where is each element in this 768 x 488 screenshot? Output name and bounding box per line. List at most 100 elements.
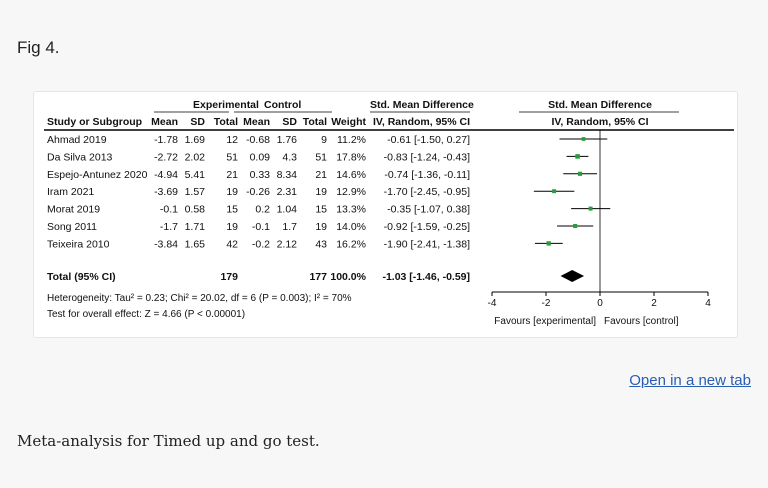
ctrl-sd: 1.7	[282, 221, 297, 233]
exp-total: 15	[226, 204, 238, 216]
study-name: Teixeira 2010	[47, 238, 110, 250]
study-name: Espejo-Antunez 2020	[47, 169, 148, 181]
ctrl-total: 21	[315, 169, 327, 181]
ctrl-total: 51	[315, 151, 327, 163]
control-group-header: Control	[264, 99, 301, 111]
forest-plot-figure: Experimental Control Std. Mean Differenc…	[33, 91, 738, 338]
exp-total: 12	[226, 134, 238, 146]
exp-sd: 5.41	[185, 169, 206, 181]
study-name: Song 2011	[47, 221, 97, 233]
study-name: Ahmad 2019	[47, 134, 107, 146]
point-estimate-marker	[575, 154, 580, 159]
open-in-new-tab-link[interactable]: Open in a new tab	[629, 372, 751, 389]
ci-column-header: IV, Random, 95% CI	[373, 116, 470, 128]
ctrl-total: 43	[315, 238, 327, 250]
x-tick-label: 0	[597, 298, 603, 309]
ctrl-sd-header: SD	[282, 116, 297, 128]
exp-mean: -1.78	[154, 134, 178, 146]
ctrl-mean: 0.09	[250, 151, 271, 163]
exp-mean: -3.69	[154, 186, 178, 198]
exp-sd: 0.58	[185, 204, 206, 216]
weight: 14.6%	[336, 169, 366, 181]
exp-total: 21	[226, 169, 238, 181]
exp-sd: 1.71	[185, 221, 206, 233]
total-exp-total: 179	[220, 271, 238, 283]
ctrl-total-header: Total	[303, 116, 327, 128]
weight: 17.8%	[336, 151, 366, 163]
ci-text: -1.70 [-2.45, -0.95]	[384, 186, 470, 198]
point-estimate-marker	[588, 206, 593, 211]
table-row: Teixeira 2010 -3.84 1.65 42 -0.2 2.12 43 16.2% -…	[47, 238, 470, 250]
ctrl-sd: 8.34	[277, 169, 298, 181]
study-name: Morat 2019	[47, 204, 100, 216]
favours-control-label: Favours [control]	[604, 316, 679, 327]
exp-total: 51	[226, 151, 238, 163]
x-tick-label: 2	[651, 298, 657, 309]
study-name: Iram 2021	[47, 186, 94, 198]
exp-total: 19	[226, 186, 238, 198]
overall-effect-text: Test for overall effect: Z = 4.66 (P < 0…	[47, 309, 245, 320]
exp-mean: -2.72	[154, 151, 178, 163]
ctrl-mean: 0.2	[255, 204, 270, 216]
point-estimate-marker	[581, 137, 586, 141]
table-row: Morat 2019 -0.1 0.58 15 0.2 1.04 15 13.3% -0.35 …	[47, 204, 470, 216]
total-row: Total (95% CI) 179 177 100.0% -1.03 [-1.…	[47, 271, 470, 283]
ci-text: -0.61 [-1.50, 0.27]	[387, 134, 470, 146]
exp-mean: -0.1	[160, 204, 178, 216]
ctrl-sd: 1.76	[277, 134, 298, 146]
forest-plot-svg: Experimental Control Std. Mean Differenc…	[44, 99, 734, 327]
ctrl-mean: -0.26	[246, 186, 270, 198]
ci-text: -0.35 [-1.07, 0.38]	[387, 204, 470, 216]
ctrl-sd: 1.04	[277, 204, 298, 216]
exp-total: 19	[226, 221, 238, 233]
exp-mean-header: Mean	[151, 116, 178, 128]
weight: 12.9%	[336, 186, 366, 198]
weight: 13.3%	[336, 204, 366, 216]
ci-text: -0.74 [-1.36, -0.11]	[384, 169, 470, 181]
point-estimate-marker	[577, 171, 583, 176]
exp-mean: -3.84	[154, 238, 178, 250]
table-row: Iram 2021 -3.69 1.57 19 -0.26 2.31 19 12.9% -1.7…	[47, 186, 470, 198]
heterogeneity-text: Heterogeneity: Tau² = 0.23; Chi² = 20.02…	[47, 293, 352, 304]
study-rows: Ahmad 2019 -1.78 1.69 12 -0.68 1.76 9 11.2% -0.6…	[47, 134, 470, 250]
ci-text: -0.83 [-1.24, -0.43]	[384, 151, 470, 163]
weight: 14.0%	[336, 221, 366, 233]
weight: 11.2%	[337, 134, 366, 146]
ctrl-total: 9	[321, 134, 327, 146]
effect-column-group-header: Std. Mean Difference	[370, 99, 474, 111]
ctrl-mean: -0.2	[252, 238, 270, 250]
ctrl-total: 19	[315, 186, 327, 198]
study-column-header: Study or Subgroup	[47, 116, 142, 128]
pooled-effect-diamond	[560, 270, 585, 282]
ctrl-mean: -0.1	[252, 221, 270, 233]
experimental-group-header: Experimental	[193, 99, 259, 111]
study-name: Da Silva 2013	[47, 151, 113, 163]
weight-header: Weight	[331, 116, 366, 128]
exp-total: 42	[226, 238, 238, 250]
weight: 16.2%	[336, 238, 366, 250]
figure-label: Fig 4.	[17, 38, 60, 57]
exp-mean: -4.94	[154, 169, 178, 181]
ci-text: -0.92 [-1.59, -0.25]	[384, 221, 470, 233]
plot-ci-header: IV, Random, 95% CI	[551, 116, 648, 128]
table-row: Ahmad 2019 -1.78 1.69 12 -0.68 1.76 9 11.2% -0.6…	[47, 134, 470, 146]
figure-caption: Meta-analysis for Timed up and go test.	[17, 432, 320, 450]
point-estimate-marker	[546, 241, 551, 246]
ctrl-mean: 0.33	[250, 169, 271, 181]
plot-group-header: Std. Mean Difference	[548, 99, 652, 111]
table-row: Da Silva 2013 -2.72 2.02 51 0.09 4.3 51 17.8% -0…	[47, 151, 470, 163]
forest-plot-area: -4 -2 0 2 4	[488, 130, 711, 309]
point-estimate-marker	[552, 189, 557, 194]
exp-sd-header: SD	[190, 116, 205, 128]
x-tick-label: -4	[488, 298, 497, 309]
ctrl-total: 15	[315, 204, 327, 216]
ctrl-sd: 2.12	[277, 238, 298, 250]
exp-mean: -1.7	[160, 221, 178, 233]
ctrl-mean-header: Mean	[243, 116, 270, 128]
x-tick-label: -2	[542, 298, 551, 309]
exp-total-header: Total	[214, 116, 238, 128]
ctrl-total: 19	[315, 221, 327, 233]
exp-sd: 1.57	[185, 186, 206, 198]
total-ci-text: -1.03 [-1.46, -0.59]	[382, 271, 470, 283]
total-label: Total (95% CI)	[47, 271, 116, 283]
